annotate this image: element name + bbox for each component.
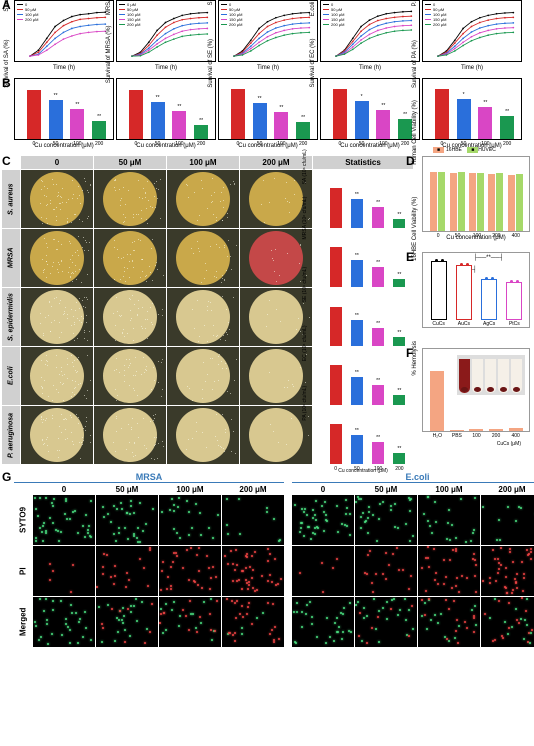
growth-chart: S.epidermidis OD600Time (h)050 μM100 μM1…	[218, 0, 318, 62]
microscopy-image	[33, 597, 95, 647]
plate-image	[21, 347, 93, 405]
stat-chart: EC (10⁶ cfu/mL)Cu concentration (μM)0**5…	[313, 347, 413, 405]
survival-bar-chart: Survival of MRSA (%)Cu concentration (μM…	[116, 78, 216, 140]
microscopy-image	[292, 546, 354, 596]
plate-image	[167, 406, 239, 464]
microscopy-image	[222, 495, 284, 545]
microscopy-image	[418, 597, 480, 647]
microscopy-image	[418, 546, 480, 596]
microscopy-image	[481, 597, 534, 647]
microscopy-image	[159, 546, 221, 596]
microscopy-image	[222, 546, 284, 596]
plate-row-label: P. aeruginosa	[2, 406, 20, 464]
growth-chart: MRSA OD600Time (h)0 μM50 μM100 μM150 μM2…	[116, 0, 216, 62]
microscopy-image	[481, 495, 534, 545]
plate-image	[94, 406, 166, 464]
microscopy-image	[96, 597, 158, 647]
plate-image	[21, 229, 93, 287]
stat-chart: SA (10⁶ cfu/mL)Cu concentration (μM)0**5…	[313, 170, 413, 228]
plate-image	[94, 229, 166, 287]
plate-image	[21, 288, 93, 346]
stat-chart: SE (10⁶ cfu/mL)Cu concentration (μM)0**5…	[313, 288, 413, 346]
microscopy-image	[96, 495, 158, 545]
plate-header: 50 μM	[94, 156, 166, 169]
microscopy-image	[292, 597, 354, 647]
microscopy-image	[355, 597, 417, 647]
plate-image	[167, 229, 239, 287]
stat-chart: MRSA (10⁶ cfu/mL)Cu concentration (μM)0*…	[313, 229, 413, 287]
plate-header: Statistics	[313, 156, 413, 169]
stat-chart: PA (10⁶ cfu/mL)Cu concentration (μM)0**5…	[313, 406, 413, 464]
survival-bar-chart: Survival of SA (%)Cu concentration (μM)0…	[14, 78, 114, 140]
microscopy-image	[33, 495, 95, 545]
survival-bar-chart: Survival of EC (%)Cu concentration (μM)0…	[320, 78, 420, 140]
panel-g-label: G	[2, 470, 11, 484]
plate-image	[94, 288, 166, 346]
plate-image	[94, 347, 166, 405]
growth-chart: P.aeruginosa OD600Time (h)050 μM100 μM15…	[422, 0, 522, 62]
microscopy-image	[481, 546, 534, 596]
micro-section: E.coli050 μM100 μM200 μM	[292, 472, 534, 647]
microscopy-image	[159, 495, 221, 545]
plate-image	[21, 170, 93, 228]
microscopy-image	[96, 546, 158, 596]
growth-chart: E.coli OD600Time (h)050 μM100 μM150 μM20…	[320, 0, 420, 62]
plate-image	[167, 170, 239, 228]
plate-image	[167, 288, 239, 346]
survival-bar-chart: Survival of PA (%)Cu concentration (μM)0…	[422, 78, 522, 140]
plate-image	[94, 170, 166, 228]
microscopy-image	[33, 546, 95, 596]
plate-row-label: S. aureus	[2, 170, 20, 228]
panel-c-label: C	[2, 154, 11, 168]
microscopy-image	[292, 495, 354, 545]
growth-chart: S.aureus OD600Time (h)050 μM100 μM200 μM	[14, 0, 114, 62]
microscopy-image	[355, 546, 417, 596]
plate-row-label: MRSA	[2, 229, 20, 287]
micro-section: MRSA050 μM100 μM200 μMSYTO9PIMerged	[14, 472, 284, 647]
plate-row-label: S. epidermidis	[2, 288, 20, 346]
microscopy-image	[222, 597, 284, 647]
microscopy-image	[159, 597, 221, 647]
plate-image	[21, 406, 93, 464]
plate-header: 0	[21, 156, 93, 169]
plate-image	[167, 347, 239, 405]
microscopy-image	[355, 495, 417, 545]
microscopy-image	[418, 495, 480, 545]
plate-row-label: E.coli	[2, 347, 20, 405]
survival-bar-chart: Survival of SE (%)Cu concentration (μM)0…	[218, 78, 318, 140]
plate-header: 100 μM	[167, 156, 239, 169]
